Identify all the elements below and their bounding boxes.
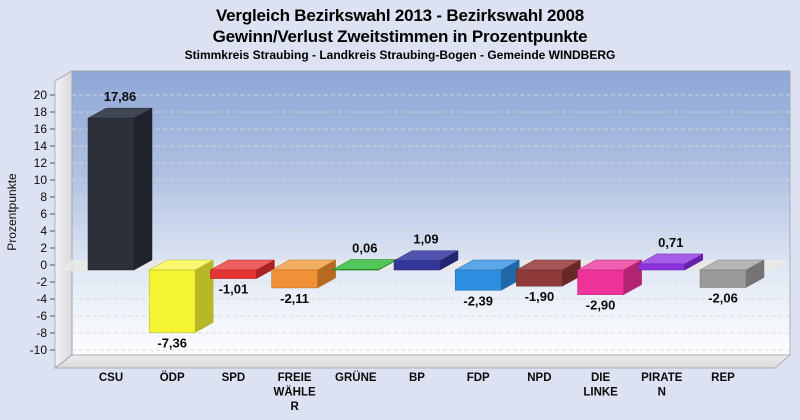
y-tick-label: -2 — [36, 275, 47, 289]
bar-value-label: 1,09 — [413, 232, 438, 247]
bar-csu: 17,86 — [87, 89, 153, 271]
bar-fdp: -2,39 — [454, 259, 521, 308]
plot-floor — [53, 354, 792, 369]
bar-value-label: -2,11 — [280, 291, 309, 306]
x-axis-label: GRÜNE — [335, 371, 377, 384]
bars-group: 17,86 -7,36 -1,01 -2,11 0,06 1,09 -2,39 -1,90 -2… — [87, 89, 765, 351]
bar-value-label: 0,71 — [658, 235, 683, 250]
y-tick-label: 6 — [40, 207, 47, 221]
bar-npd: -1,90 — [515, 259, 582, 304]
plot-left-wall — [54, 70, 73, 369]
x-axis-label: FREIE — [278, 372, 312, 384]
x-axis-label: BP — [409, 372, 425, 384]
y-tick-label: -8 — [36, 326, 47, 340]
chart-header: Vergleich Bezirkswahl 2013 - Bezirkswahl… — [0, 5, 800, 63]
bar-front-face — [87, 117, 135, 271]
y-tick-label: -10 — [30, 343, 48, 357]
bar-front-face — [332, 269, 380, 271]
bar-value-label: 0,06 — [352, 240, 377, 255]
chart-subtitle: Stimmkreis Straubing - Landkreis Straubi… — [184, 48, 616, 62]
bar-front-face — [699, 269, 747, 288]
x-axis-label: PIRATE — [641, 372, 683, 384]
bar-front-face — [577, 269, 624, 295]
y-tick-label: 2 — [40, 241, 47, 255]
x-axis-label: R — [290, 401, 299, 413]
y-tick-label: 16 — [34, 122, 48, 136]
bar-value-label: -2,39 — [463, 293, 493, 308]
bar-front-face — [638, 263, 686, 271]
x-axis-label: CSU — [99, 372, 123, 384]
x-axis-label: N — [658, 387, 666, 399]
y-tick-label: 0 — [40, 258, 47, 272]
x-axis-label: ÖDP — [160, 371, 185, 384]
bar-piraten: 0,71 — [637, 235, 704, 271]
y-tick-label: 10 — [34, 173, 48, 187]
bar-die-linke: -2,90 — [576, 259, 643, 313]
y-tick-label: -4 — [36, 292, 47, 306]
bar-value-label: -1,90 — [525, 289, 555, 304]
bar-spd: -1,01 — [209, 259, 276, 297]
bar-value-label: -7,36 — [157, 336, 187, 351]
y-tick-label: 12 — [34, 156, 48, 170]
y-axis-title: Prozentpunkte — [5, 173, 19, 251]
y-tick-label: 18 — [34, 105, 48, 119]
bar-value-label: -1,01 — [219, 282, 249, 297]
x-axis-label: FDP — [467, 372, 490, 384]
x-axis-label: WÄHLE — [274, 386, 316, 399]
x-axis-label: SPD — [222, 372, 246, 384]
bar-front-face — [393, 260, 441, 271]
chart-title-line2: Gewinn/Verlust Zweitstimmen in Prozentpu… — [212, 27, 588, 46]
chart-title-line1: Vergleich Bezirkswahl 2013 - Bezirkswahl… — [215, 6, 585, 25]
x-axis-label: LINKE — [583, 387, 618, 399]
bar-front-face — [210, 269, 257, 279]
bar-bp: 1,09 — [393, 232, 459, 271]
y-tick-label: 20 — [34, 88, 48, 102]
bar-rep: -2,06 — [699, 259, 765, 306]
x-axis-label: NPD — [527, 372, 551, 384]
bar-value-label: -2,06 — [708, 291, 738, 306]
gridlines — [72, 94, 790, 351]
bar-front-face — [148, 269, 196, 333]
y-tick-label: 14 — [34, 139, 48, 153]
bar-value-label: 17,86 — [104, 89, 137, 104]
x-axis-label: DIE — [591, 372, 611, 384]
x-axis-label: REP — [711, 372, 735, 384]
bar-front-face — [516, 269, 563, 287]
y-tick-label: -6 — [36, 309, 47, 323]
bar--dp: -7,36 — [148, 259, 215, 351]
bar-front-face — [271, 269, 318, 289]
bar-front-face — [454, 269, 502, 291]
bar-freie-w-hler: -2,11 — [270, 259, 337, 306]
bar-side-face — [133, 107, 153, 271]
y-tick-label: 8 — [40, 190, 47, 204]
bar-value-label: -2,90 — [586, 298, 616, 313]
y-tick-label: 4 — [40, 224, 47, 238]
axes-group: 20181614121086420-2-4-6-8-10Prozentpunkt… — [5, 88, 735, 413]
